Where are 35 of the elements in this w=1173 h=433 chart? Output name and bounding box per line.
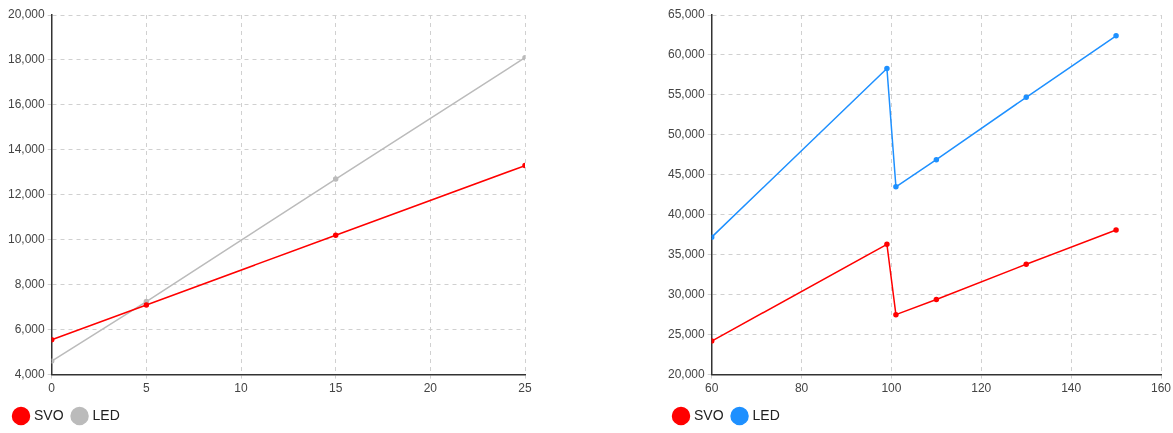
legend-label: LED [752,406,780,423]
y-tick-label: 40,000 [668,207,706,222]
x-tick-label: 140 [1061,381,1082,396]
y-tick-label: 35,000 [668,247,706,262]
y-tick-label: 8,000 [14,277,46,292]
y-tick-label: 50,000 [668,127,706,142]
x-tick-label: 160 [1150,381,1172,396]
y-tick-label: 65,000 [668,7,706,22]
legend-label: SVO [34,406,64,423]
x-tick-label: 60 [705,381,719,396]
x-tick-label: 5 [143,381,151,396]
y-tick-label: 20,000 [668,366,706,381]
y-tick-label: 25,000 [668,326,706,341]
y-tick-label: 45,000 [668,167,706,182]
x-tick-label: 80 [794,381,809,396]
y-tick-label: 12,000 [8,187,46,202]
y-tick-label: 55,000 [668,87,706,102]
legend-label: LED [92,406,120,423]
x-tick-label: 0 [48,381,56,396]
y-tick-label: 18,000 [8,52,46,67]
y-tick-label: 6,000 [14,321,46,336]
y-tick-label: 14,000 [8,142,46,157]
x-tick-label: 10 [234,381,249,396]
y-tick-label: 20,000 [8,7,46,22]
legend-label: SVO [694,406,724,423]
x-tick-label: 120 [971,381,992,396]
x-tick-label: 20 [423,381,438,396]
y-tick-label: 30,000 [668,287,706,301]
x-tick-label: 15 [329,381,343,396]
y-tick-label: 10,000 [8,232,46,247]
y-tick-label: 60,000 [668,47,706,62]
y-tick-label: 4,000 [14,366,46,381]
x-tick-label: 25 [518,381,532,396]
y-tick-label: 16,000 [8,97,46,112]
x-tick-label: 100 [881,381,902,396]
